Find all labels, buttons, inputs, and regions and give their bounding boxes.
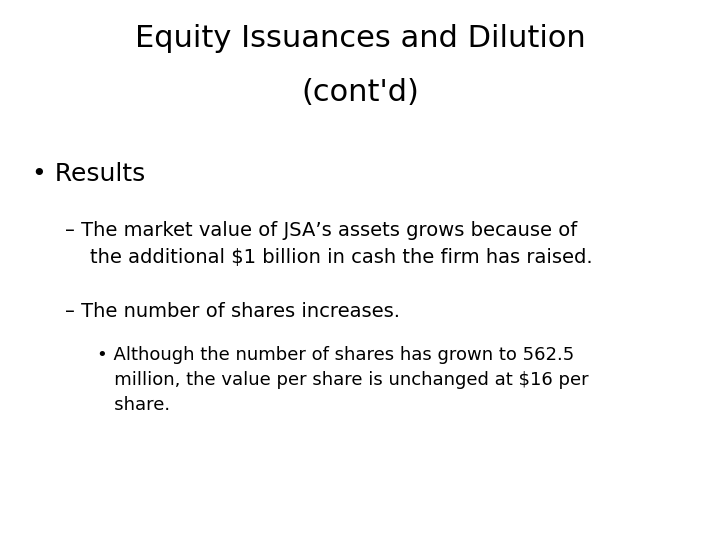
Text: – The number of shares increases.: – The number of shares increases. <box>65 302 400 321</box>
Text: – The market value of JSA’s assets grows because of
    the additional $1 billio: – The market value of JSA’s assets grows… <box>65 221 593 267</box>
Text: • Results: • Results <box>32 162 145 186</box>
Text: • Although the number of shares has grown to 562.5
   million, the value per sha: • Although the number of shares has grow… <box>97 346 589 414</box>
Text: Equity Issuances and Dilution: Equity Issuances and Dilution <box>135 24 585 53</box>
Text: (cont'd): (cont'd) <box>301 78 419 107</box>
